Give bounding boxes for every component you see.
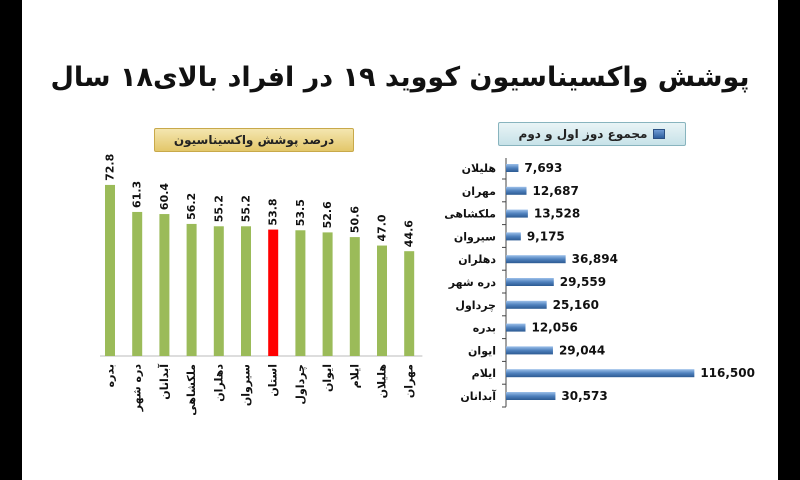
coverage-category-label: هلیلان	[376, 364, 389, 398]
doses-bar	[506, 278, 554, 286]
coverage-category-label: ایوان	[321, 364, 334, 392]
doses-category-label: ایوان	[468, 344, 496, 357]
coverage-category-label: دهلران	[212, 364, 225, 402]
doses-legend-swatch-icon	[653, 129, 666, 139]
coverage-bar	[404, 251, 415, 356]
doses-category-label: ملکشاهی	[444, 208, 496, 221]
coverage-category-label: سیروان	[240, 364, 253, 406]
coverage-value-label: 72.8	[104, 154, 117, 181]
doses-bar	[506, 346, 553, 355]
coverage-value-label: 50.6	[348, 206, 361, 233]
doses-legend-label: مجموع دوز اول و دوم	[518, 127, 648, 141]
doses-value-label: 36,894	[572, 252, 618, 266]
doses-value-label: 7,693	[524, 161, 562, 175]
slide: پوشش واکسیناسیون کووید ۱۹ در افراد بالای…	[22, 0, 778, 480]
coverage-bar	[213, 226, 224, 356]
coverage-bar	[349, 237, 360, 356]
coverage-category-label: بدره	[104, 364, 117, 387]
doses-bar	[506, 232, 521, 241]
doses-value-label: 30,573	[561, 389, 607, 403]
coverage-category-label: ایلام	[348, 364, 361, 388]
doses-value-label: 9,175	[527, 229, 565, 243]
doses-bar	[506, 186, 527, 195]
coverage-bar	[295, 230, 306, 356]
coverage-bar	[132, 211, 143, 356]
doses-category-label: چرداول	[455, 299, 496, 312]
doses-category-label: مهران	[462, 185, 496, 198]
coverage-value-label: 52.6	[321, 201, 334, 228]
charts-canvas: 72.8 بدره 61.3 دره شهر 60.4 آبدانان 56.2 ملکشاه…	[100, 154, 755, 416]
coverage-category-label: دره شهر	[131, 364, 144, 413]
coverage-value-label: 55.2	[212, 195, 225, 222]
coverage-bar	[186, 223, 197, 356]
doses-value-label: 116,500	[700, 366, 755, 380]
coverage-value-label: 56.2	[185, 193, 198, 220]
coverage-value-label: 44.6	[403, 220, 416, 247]
doses-bar	[506, 300, 547, 309]
doses-bar	[506, 369, 695, 378]
doses-value-label: 29,044	[559, 343, 605, 357]
doses-category-label: دهلران	[458, 253, 496, 266]
coverage-value-label: 53.8	[267, 198, 280, 225]
chart-title: پوشش واکسیناسیون کووید ۱۹ در افراد بالای…	[50, 62, 750, 93]
coverage-category-label: آبدانان	[157, 364, 171, 400]
coverage-value-label: 47.0	[376, 214, 389, 241]
coverage-legend-label: درصد پوشش واکسیناسیون	[173, 133, 335, 147]
doses-bar	[506, 164, 519, 172]
doses-value-label: 29,559	[560, 275, 606, 289]
doses-bar	[506, 323, 526, 332]
doses-value-label: 12,687	[533, 184, 579, 198]
doses-bar	[506, 209, 528, 218]
doses-category-label: سیروان	[454, 230, 496, 243]
doses-value-label: 13,528	[534, 207, 580, 221]
doses-category-label: بدره	[473, 322, 496, 335]
doses-value-label: 25,160	[553, 298, 599, 312]
doses-category-label: دره شهر	[448, 276, 497, 289]
coverage-legend: درصد پوشش واکسیناسیون	[154, 128, 354, 152]
coverage-value-label: 55.2	[240, 195, 253, 222]
doses-bar	[506, 255, 566, 264]
coverage-category-label: ملکشاهی	[185, 364, 198, 416]
doses-category-label: آبدانان	[460, 389, 496, 403]
coverage-bar	[105, 184, 115, 356]
coverage-value-label: 53.5	[294, 199, 307, 226]
doses-category-label: ایلام	[472, 367, 496, 380]
doses-category-label: هلیلان	[462, 162, 496, 175]
coverage-bar	[322, 232, 333, 356]
coverage-bar	[241, 226, 251, 356]
coverage-bar	[377, 245, 387, 356]
coverage-value-label: 61.3	[131, 181, 144, 208]
coverage-category-label: استان	[267, 364, 280, 397]
coverage-bar	[268, 229, 279, 356]
doses-bar	[506, 392, 556, 400]
coverage-category-label: مهران	[403, 364, 416, 398]
coverage-value-label: 60.4	[158, 183, 171, 210]
doses-value-label: 12,056	[531, 321, 577, 335]
coverage-bar	[159, 214, 170, 356]
coverage-category-label: چرداول	[294, 364, 307, 405]
doses-legend: مجموع دوز اول و دوم	[498, 122, 686, 146]
